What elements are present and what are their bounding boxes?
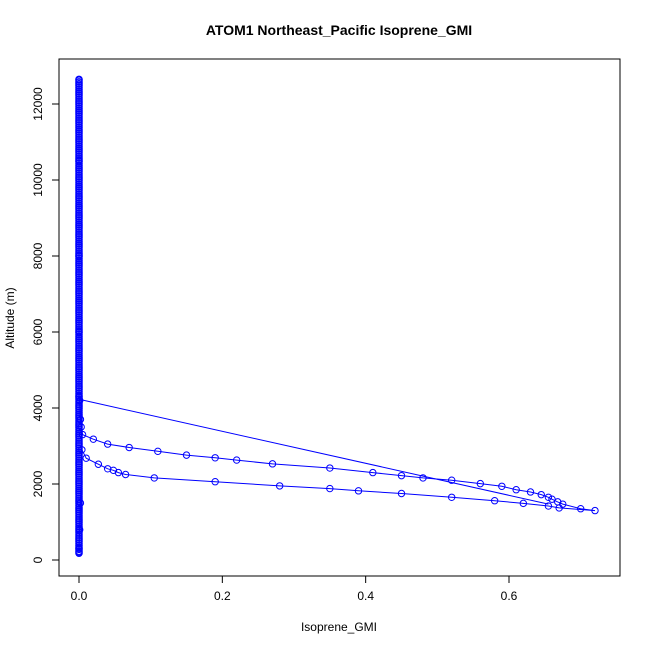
- data-point: [544, 493, 553, 501]
- y-tick-label: 8000: [31, 242, 45, 269]
- data-point: [232, 456, 241, 464]
- y-tick-label: 6000: [31, 318, 45, 345]
- data-point: [490, 497, 499, 505]
- data-point: [555, 504, 563, 512]
- data-point: [76, 415, 85, 424]
- data-point: [526, 488, 535, 496]
- data-point: [154, 447, 162, 456]
- data-point: [75, 75, 83, 84]
- data-point: [89, 435, 98, 443]
- x-axis-label: Isoprene_GMI: [301, 620, 377, 634]
- data-point: [326, 464, 334, 472]
- data-point: [150, 474, 158, 482]
- data-point: [326, 484, 334, 493]
- y-tick-label: 4000: [31, 394, 45, 421]
- data-point: [512, 486, 520, 494]
- data-point: [78, 446, 86, 454]
- data-point: [354, 487, 363, 495]
- data-point: [537, 490, 545, 499]
- data-point: [591, 506, 599, 515]
- plot-frame: [58, 58, 621, 577]
- y-tick-label: 2000: [31, 470, 45, 497]
- data-point: [76, 499, 85, 507]
- x-tick-label: 0.0: [71, 589, 88, 603]
- data-point: [125, 443, 133, 452]
- data-point: [75, 548, 83, 557]
- data-point: [75, 157, 83, 165]
- data-point: [544, 502, 553, 510]
- data-point: [519, 499, 528, 508]
- data-point: [182, 451, 191, 459]
- data-point: [498, 482, 506, 490]
- plot-marks: [75, 75, 599, 557]
- data-point: [369, 468, 377, 477]
- data-point: [103, 465, 112, 473]
- data-point: [447, 476, 456, 484]
- x-tick-label: 0.4: [357, 589, 374, 603]
- data-point: [75, 328, 83, 336]
- data-point: [419, 474, 427, 482]
- x-tick-label: 0.6: [501, 589, 518, 603]
- data-point: [397, 489, 406, 498]
- y-tick-label: 12000: [31, 87, 45, 121]
- y-tick-label: 0: [31, 556, 45, 563]
- data-point: [476, 479, 485, 488]
- x-tick-label: 0.2: [214, 589, 231, 603]
- data-point: [103, 440, 112, 448]
- y-axis-label: Altitude (m): [3, 287, 17, 348]
- data-point: [94, 460, 103, 468]
- series-line: [78, 79, 596, 553]
- y-tick-label: 10000: [31, 163, 45, 197]
- data-point: [397, 471, 406, 480]
- data-point: [211, 478, 219, 486]
- data-point: [82, 454, 90, 462]
- data-point: [211, 454, 219, 462]
- data-point: [78, 430, 87, 439]
- data-point: [75, 252, 83, 260]
- data-point: [447, 493, 456, 501]
- data-point: [75, 544, 83, 553]
- y-axis: 0 2000 4000 6000 8000 10000 12000: [31, 87, 60, 563]
- data-point: [275, 482, 284, 490]
- data-point: [268, 460, 277, 468]
- data-point: [77, 423, 85, 431]
- data-point: [121, 470, 130, 479]
- series-line: [78, 398, 549, 505]
- chart-title: ATOM1 Northeast_Pacific Isoprene_GMI: [206, 22, 472, 38]
- data-point: [576, 505, 585, 513]
- x-axis: 0.0 0.2 0.4 0.6: [71, 575, 518, 603]
- data-point: [76, 525, 84, 534]
